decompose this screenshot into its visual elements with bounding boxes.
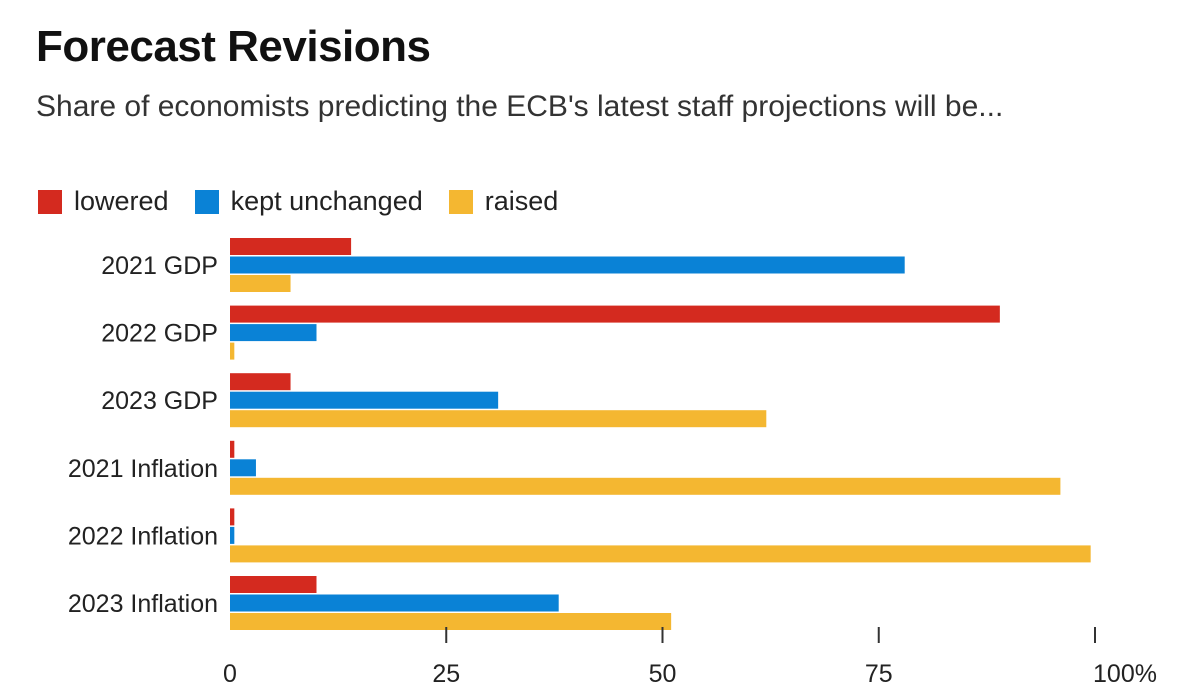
- bar-2021-gdp-raised: [230, 275, 291, 292]
- x-tick-label-0: 0: [223, 660, 237, 688]
- legend-label-raised: raised: [484, 186, 559, 216]
- legend-item-raised: raised: [448, 186, 559, 217]
- bar-2023-inflation-kept-unchanged: [230, 594, 559, 612]
- category-label-2023-inflation: 2023 Inflation: [68, 590, 218, 618]
- bar-2023-gdp-raised: [230, 410, 767, 428]
- bar-2021-inflation-kept-unchanged: [230, 459, 256, 477]
- legend-swatch-lowered: [38, 189, 62, 214]
- legend: lowered kept unchanged raised: [38, 186, 584, 217]
- x-tick-label-100: 100%: [1093, 660, 1157, 688]
- legend-swatch-raised: [448, 189, 473, 214]
- bar-2022-inflation-kept-unchanged: [230, 526, 235, 544]
- chart-title: Forecast Revisions: [36, 22, 431, 71]
- bar-2023-inflation-raised: [230, 613, 672, 630]
- bar-2023-inflation-lowered: [230, 576, 317, 593]
- bar-2022-inflation-raised: [230, 545, 1091, 563]
- bar-2022-gdp-raised: [230, 342, 235, 360]
- bar-2023-gdp-lowered: [230, 373, 291, 391]
- legend-swatch-kept-unchanged: [194, 189, 219, 214]
- bar-2021-gdp-lowered: [230, 238, 352, 255]
- bar-2021-inflation-lowered: [230, 440, 235, 458]
- bar-2023-gdp-kept-unchanged: [230, 391, 499, 409]
- category-label-2023-gdp: 2023 GDP: [101, 387, 218, 415]
- legend-label-kept-unchanged: kept unchanged: [230, 186, 423, 216]
- legend-item-lowered: lowered: [38, 186, 169, 217]
- x-tick-label-75: 75: [865, 660, 893, 688]
- legend-label-lowered: lowered: [74, 186, 169, 216]
- category-label-2022-gdp: 2022 GDP: [101, 320, 218, 348]
- bar-2022-gdp-lowered: [230, 305, 1000, 323]
- legend-item-kept-unchanged: kept unchanged: [194, 186, 423, 217]
- x-tick-label-25: 25: [432, 660, 460, 688]
- x-tick-label-50: 50: [649, 660, 677, 688]
- bar-2022-gdp-kept-unchanged: [230, 324, 317, 342]
- chart-subtitle: Share of economists predicting the ECB's…: [36, 90, 1004, 123]
- bar-2022-inflation-lowered: [230, 508, 235, 526]
- bar-2021-gdp-kept-unchanged: [230, 256, 905, 274]
- category-label-2021-inflation: 2021 Inflation: [68, 455, 218, 483]
- bar-2021-inflation-raised: [230, 477, 1061, 495]
- category-label-2021-gdp: 2021 GDP: [101, 252, 218, 280]
- category-label-2022-inflation: 2022 Inflation: [68, 522, 218, 550]
